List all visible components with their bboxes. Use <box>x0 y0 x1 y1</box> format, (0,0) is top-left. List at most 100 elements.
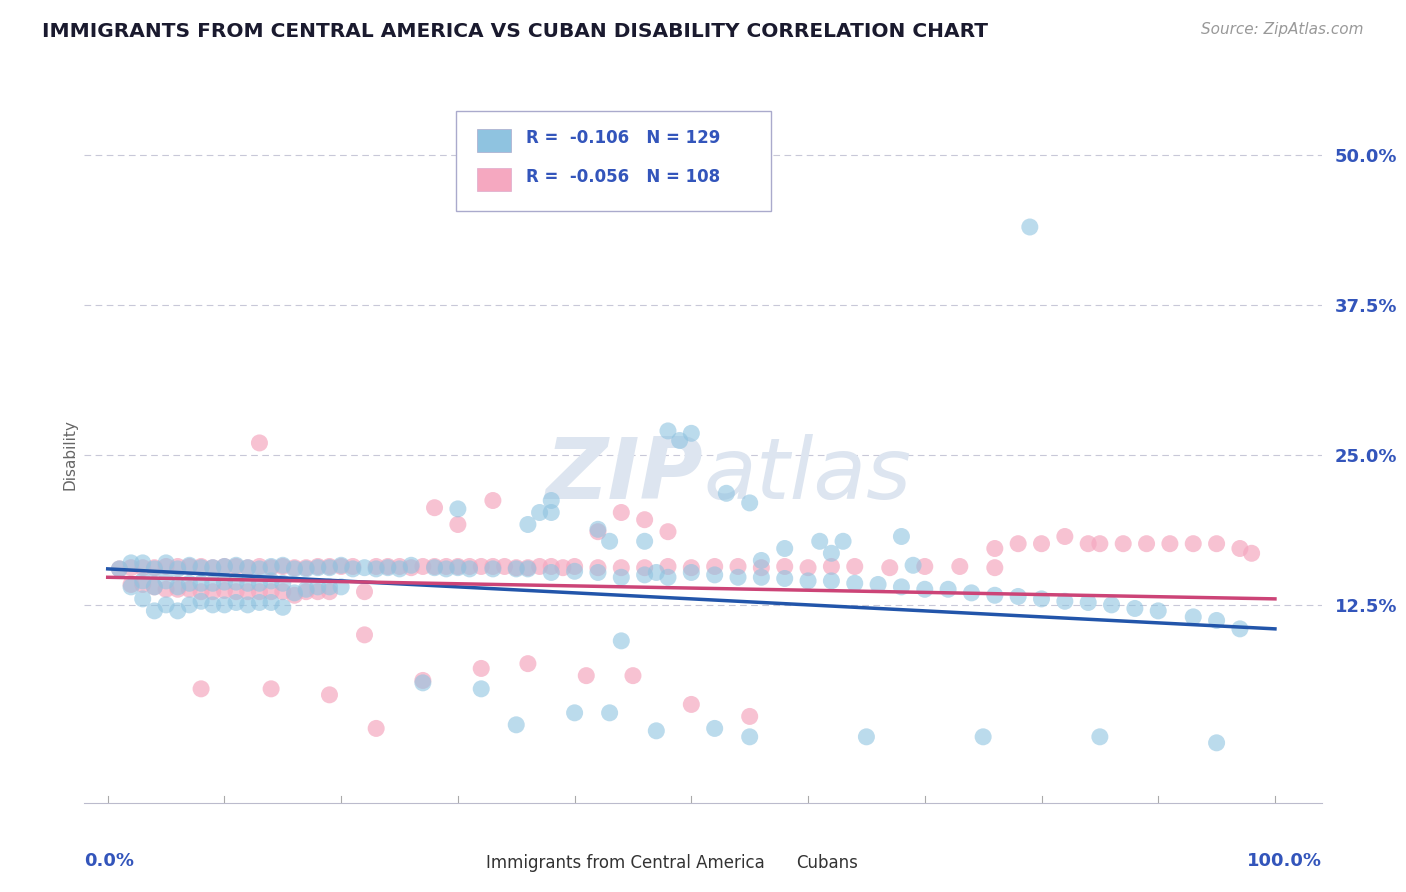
Point <box>155 556 177 570</box>
Point <box>1007 590 1029 604</box>
Point <box>307 580 329 594</box>
Point <box>482 493 505 508</box>
Point <box>1205 614 1227 628</box>
Point <box>214 559 236 574</box>
Text: IMMIGRANTS FROM CENTRAL AMERICA VS CUBAN DISABILITY CORRELATION CHART: IMMIGRANTS FROM CENTRAL AMERICA VS CUBAN… <box>42 22 988 41</box>
Point <box>797 560 820 574</box>
Point <box>388 562 411 576</box>
Point <box>295 560 318 574</box>
Point <box>610 633 633 648</box>
Point <box>551 560 574 574</box>
Point <box>179 559 201 574</box>
Point <box>342 562 364 576</box>
Point <box>868 577 890 591</box>
Point <box>1240 546 1263 560</box>
Point <box>295 562 318 576</box>
Point <box>377 560 399 574</box>
Point <box>984 588 1007 602</box>
Y-axis label: Disability: Disability <box>62 419 77 491</box>
Point <box>470 559 492 574</box>
Point <box>179 558 201 573</box>
Point <box>1031 537 1053 551</box>
Point <box>342 559 364 574</box>
Point <box>505 562 527 576</box>
Point <box>645 723 668 738</box>
Point <box>1229 541 1251 556</box>
Point <box>890 529 912 543</box>
Point <box>727 570 749 584</box>
Text: R =  -0.056   N = 108: R = -0.056 N = 108 <box>526 168 720 186</box>
Point <box>516 657 538 671</box>
Point <box>318 584 340 599</box>
Point <box>307 559 329 574</box>
Point <box>120 580 142 594</box>
Point <box>773 541 796 556</box>
Point <box>249 584 271 599</box>
Point <box>412 676 434 690</box>
Point <box>155 598 177 612</box>
Point <box>366 722 388 736</box>
Point <box>201 584 224 599</box>
Point <box>166 562 188 576</box>
Point <box>458 562 481 576</box>
Point <box>143 580 166 594</box>
Point <box>423 500 446 515</box>
Point <box>155 574 177 588</box>
FancyBboxPatch shape <box>477 129 512 152</box>
Text: Source: ZipAtlas.com: Source: ZipAtlas.com <box>1201 22 1364 37</box>
Point <box>143 604 166 618</box>
Point <box>179 576 201 591</box>
Point <box>914 582 936 597</box>
Point <box>1053 529 1076 543</box>
Point <box>820 546 842 560</box>
Point <box>949 559 972 574</box>
Point <box>657 524 679 539</box>
Point <box>143 562 166 576</box>
Point <box>1205 537 1227 551</box>
Point <box>214 598 236 612</box>
Point <box>657 570 679 584</box>
Point <box>1123 601 1146 615</box>
Point <box>844 559 866 574</box>
Point <box>633 534 655 549</box>
Point <box>751 560 773 574</box>
Point <box>681 426 703 441</box>
Point <box>201 560 224 574</box>
Text: Immigrants from Central America: Immigrants from Central America <box>486 854 765 871</box>
Point <box>808 534 831 549</box>
Point <box>271 584 294 599</box>
Point <box>225 558 247 573</box>
Point <box>260 574 283 588</box>
Point <box>190 681 212 696</box>
Text: R =  -0.106   N = 129: R = -0.106 N = 129 <box>526 128 720 146</box>
Point <box>586 560 609 574</box>
Point <box>214 559 236 574</box>
Point <box>143 580 166 594</box>
Text: 0.0%: 0.0% <box>84 852 135 870</box>
Point <box>190 576 212 591</box>
Point <box>166 604 188 618</box>
Point <box>143 560 166 574</box>
Point <box>681 698 703 712</box>
Point <box>399 560 422 574</box>
Point <box>271 600 294 615</box>
Point <box>621 668 644 682</box>
Point <box>155 582 177 597</box>
Point <box>225 584 247 599</box>
Point <box>412 673 434 688</box>
Point <box>260 559 283 574</box>
Point <box>132 577 155 591</box>
Point <box>972 730 994 744</box>
Text: ZIP: ZIP <box>546 434 703 517</box>
Point <box>820 559 842 574</box>
Point <box>434 559 457 574</box>
Point <box>120 560 142 574</box>
Point <box>1205 736 1227 750</box>
Point <box>564 559 586 574</box>
Point <box>633 560 655 574</box>
Point <box>295 584 318 599</box>
Point <box>855 730 877 744</box>
Point <box>260 584 283 599</box>
Point <box>703 559 725 574</box>
Point <box>249 562 271 576</box>
